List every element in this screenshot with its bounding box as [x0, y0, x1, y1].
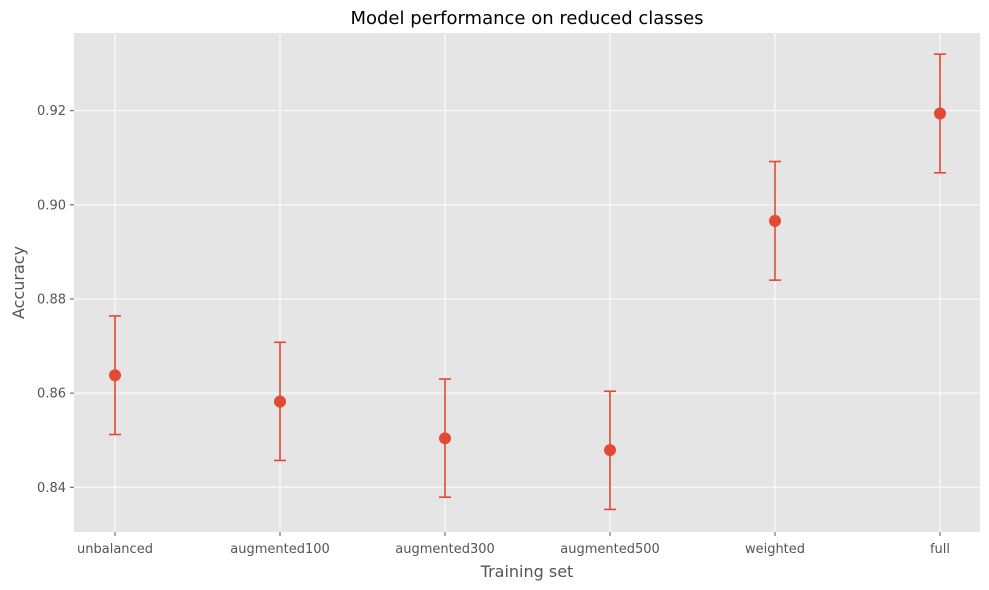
y-tick-label: 0.86: [37, 387, 66, 402]
y-axis-label: Accuracy: [9, 246, 28, 319]
data-point-group: [274, 341, 286, 462]
data-point-group: [769, 160, 781, 281]
x-tick-label: augmented100: [230, 542, 330, 557]
data-point: [934, 107, 946, 120]
x-axis: unbalanced augmented100 augmented300 augmen…: [77, 532, 950, 557]
chart-title: Model performance on reduced classes: [350, 8, 703, 29]
y-tick-label: 0.88: [37, 292, 66, 307]
x-axis-label: Training set: [480, 562, 574, 581]
data-point-group: [439, 378, 451, 498]
plot-area: [74, 33, 980, 532]
x-tick-label: augmented500: [560, 542, 660, 557]
x-tick-label: weighted: [745, 542, 805, 557]
x-tick-label: augmented300: [395, 542, 495, 557]
data-point-group: [934, 53, 946, 174]
data-point: [604, 444, 616, 457]
data-point-group: [604, 390, 616, 511]
data-marks: [109, 53, 946, 511]
x-tick-label: unbalanced: [77, 542, 153, 557]
x-tick-label: full: [930, 542, 950, 557]
data-point: [109, 369, 121, 382]
data-point: [274, 395, 286, 408]
data-point: [769, 214, 781, 227]
y-axis: 0.84 0.86 0.88 0.90 0.92: [37, 104, 74, 496]
data-point-group: [109, 315, 121, 436]
y-tick-label: 0.90: [37, 198, 66, 213]
y-tick-label: 0.92: [37, 104, 66, 119]
data-point: [439, 432, 451, 445]
y-tick-label: 0.84: [37, 481, 66, 496]
